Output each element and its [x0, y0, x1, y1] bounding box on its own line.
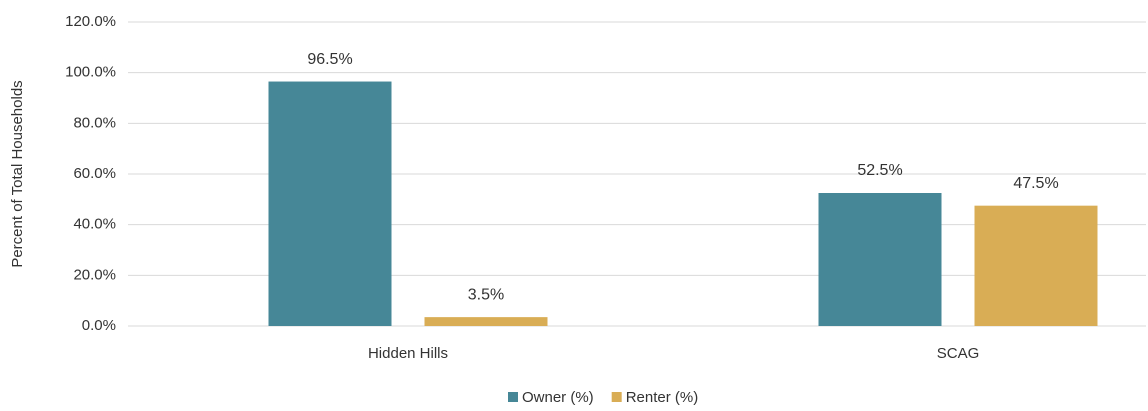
- bar: [818, 193, 942, 326]
- data-label: 96.5%: [307, 51, 352, 68]
- y-tick-label: 40.0%: [73, 216, 116, 233]
- x-tick-label: Hidden Hills: [368, 345, 448, 362]
- y-tick-label: 60.0%: [73, 165, 116, 182]
- legend-label: Owner (%): [522, 389, 594, 406]
- data-label: 52.5%: [857, 162, 902, 179]
- legend-label: Renter (%): [626, 389, 699, 406]
- bar: [974, 205, 1098, 326]
- y-axis-label: Percent of Total Households: [9, 80, 26, 267]
- data-label: 3.5%: [468, 286, 504, 303]
- y-tick-label: 80.0%: [73, 114, 116, 131]
- y-tick-label: 20.0%: [73, 266, 116, 283]
- bar: [268, 81, 392, 327]
- bar: [424, 317, 548, 326]
- y-tick-label: 100.0%: [65, 64, 116, 81]
- data-label: 47.5%: [1013, 175, 1058, 192]
- y-tick-label: 120.0%: [65, 13, 116, 30]
- x-tick-label: SCAG: [937, 345, 980, 362]
- legend-swatch: [508, 392, 518, 402]
- legend-swatch: [611, 392, 622, 402]
- y-tick-label: 0.0%: [82, 317, 116, 334]
